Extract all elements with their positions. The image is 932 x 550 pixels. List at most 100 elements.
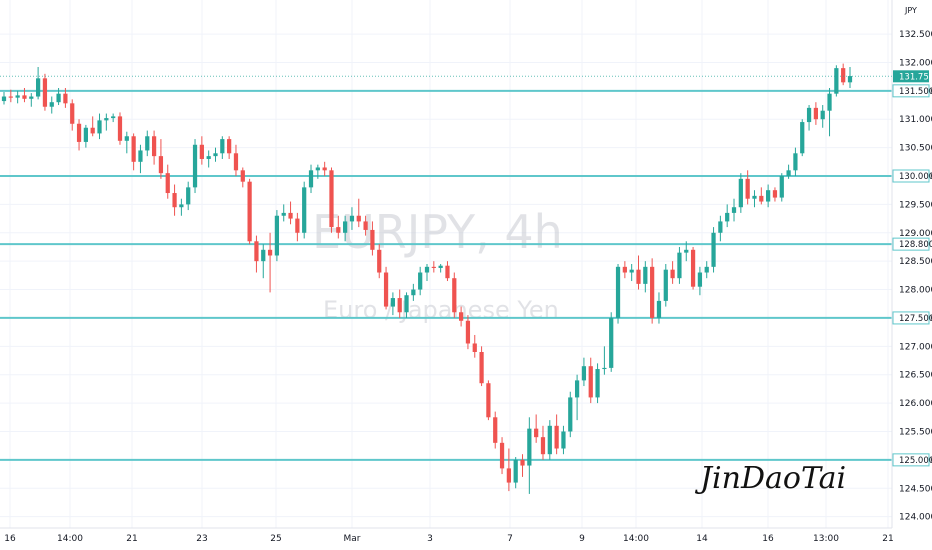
candle-body [479,352,484,384]
candle-body [438,265,443,268]
candle-body [827,93,832,111]
candle-body [841,68,846,83]
x-tick-label: 23 [196,534,207,544]
candle-body [343,221,348,233]
candle-body [329,170,334,228]
candle-body [336,227,341,233]
candle-body [404,295,409,313]
candle-body [806,107,812,123]
candle-body [643,266,648,284]
candle-body [363,221,368,230]
y-tick-label: 126.500 [899,371,932,381]
candle-body [561,431,566,449]
x-tick-label: Mar [344,534,361,544]
candle-body [581,366,587,381]
candle-body [117,116,123,141]
candle-body [534,428,539,438]
candle-body [452,278,457,313]
candle-body [656,300,662,318]
candle-body [322,167,327,171]
candle-body [172,193,177,208]
candle-body [111,116,116,119]
candle-body [793,153,798,171]
candle-body [574,380,580,398]
candle-body [90,127,95,134]
candle-body [186,187,191,205]
x-tick-label: 9 [579,534,585,544]
candle-body [302,187,307,233]
level-label-box [892,237,930,251]
candle-body [145,136,150,151]
x-tick-label: 16 [762,534,774,544]
candle-body [609,317,614,368]
y-tick-label: 124.500 [899,484,932,494]
time-axis[interactable]: 16 14:00 21 23 25 Mar 3 7 9 14:00 14 16 13:00 21 [4,534,893,544]
candle-body [138,150,143,162]
candle-body [1,96,7,102]
candle-body [772,190,778,198]
candle-body [813,107,819,120]
candle-body [411,289,416,296]
candle-body [636,269,641,284]
candle-body [615,266,621,318]
candle-body [83,127,88,142]
candle-body [834,68,839,94]
candle-body [8,96,13,98]
candle-body [547,425,552,455]
candle-body [486,383,491,418]
candle-body [390,298,396,307]
candle-body [731,207,737,213]
candle-body [718,221,723,233]
candle-body [377,249,382,273]
candle-body [745,178,750,199]
candle-body [568,397,573,432]
candle-body [418,272,423,290]
candle-body [622,266,627,273]
candle-body [738,178,743,208]
level-label-box [892,453,930,467]
candle-body [49,102,54,107]
candle-body [42,78,48,107]
candle-body [602,367,607,370]
support-resistance-levels[interactable] [0,89,892,461]
candle-body [124,136,129,141]
x-tick-label: 7 [507,534,513,544]
candle-body [540,437,546,455]
candle-body [165,173,170,194]
candle-body [97,120,102,134]
y-tick-label: 129.000 [899,229,932,239]
candle-body [677,252,682,279]
candle-body [315,167,320,171]
candle-body [458,312,464,321]
candle-body [220,139,225,154]
candle-body [725,212,730,222]
level-label: 130.000 [899,172,932,182]
candles [1,63,853,494]
candle-body [349,215,355,222]
y-tick-label: 127.000 [899,342,932,352]
y-tick-label: 129.500 [899,200,932,210]
candle-body [308,170,314,188]
candle-body [281,212,286,216]
candle-body [383,272,389,307]
candle-body [424,266,430,273]
candle-body [356,215,361,222]
y-tick-label: 128.500 [899,257,932,267]
candle-body [63,93,68,104]
candle-body [370,229,375,250]
candle-body [697,272,703,287]
candle-body [22,95,27,99]
candle-body [247,181,252,242]
candle-body [295,218,300,233]
x-tick-label: 25 [270,534,281,544]
level-label-box [892,84,930,98]
candle-body [233,153,239,171]
candle-body [520,459,525,466]
candle-body [261,249,266,262]
candle-body [690,249,696,287]
candle-body [35,78,41,97]
candle-body [820,110,825,120]
candle-body [227,139,232,154]
candle-body [431,266,436,268]
